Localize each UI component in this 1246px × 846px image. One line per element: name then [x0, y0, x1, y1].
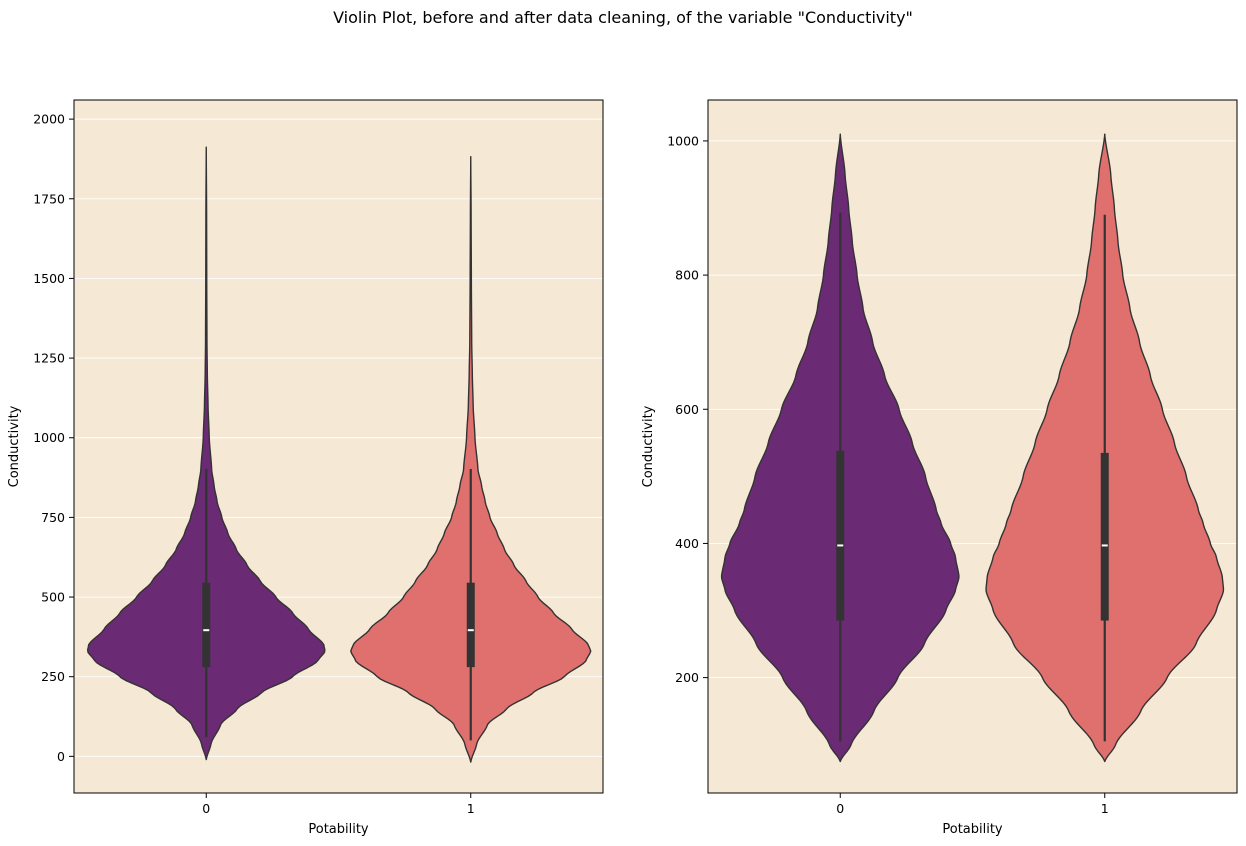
x-tick-label: 0 [202, 801, 210, 816]
y-tick-label: 1500 [33, 271, 65, 286]
y-tick-label: 500 [41, 590, 65, 605]
y-tick-label: 1250 [33, 351, 65, 366]
iqr-box-0 [836, 450, 845, 621]
y-tick-label: 2000 [33, 112, 65, 127]
y-tick-label: 1000 [33, 430, 65, 445]
x-tick-label: 1 [467, 801, 475, 816]
y-axis-label: Conductivity [641, 405, 656, 487]
x-axis-label: Potability [942, 822, 1003, 837]
y-axis-label: Conductivity [7, 405, 22, 487]
x-tick-label: 1 [1101, 801, 1109, 816]
iqr-box-0 [202, 582, 211, 668]
y-tick-label: 600 [675, 402, 699, 417]
y-tick-label: 800 [675, 268, 699, 283]
y-tick-label: 250 [41, 669, 65, 684]
figure-title: Violin Plot, before and after data clean… [333, 8, 913, 27]
violin-0 [86, 146, 326, 761]
y-tick-label: 750 [41, 510, 65, 525]
iqr-box-1 [1100, 452, 1109, 621]
axes-frame [707, 99, 1238, 794]
y-tick-label: 1000 [667, 133, 699, 148]
x-axis-label: Potability [308, 822, 369, 837]
y-tick-label: 1750 [33, 191, 65, 206]
iqr-box-1 [466, 582, 475, 668]
y-tick-label: 200 [675, 670, 699, 685]
y-tick-label: 0 [57, 749, 65, 764]
axes-frame [73, 99, 604, 794]
y-tick-label: 400 [675, 536, 699, 551]
chart-panel-1: 0 250 500 750 1000 1250 1500 1750 2000 0 1 Potabili… [7, 99, 604, 837]
x-tick-label: 0 [836, 801, 844, 816]
chart-panel-2: 200 400 600 800 1000 0 1 Potability Conductivity [641, 99, 1238, 837]
violin-1 [350, 156, 592, 763]
